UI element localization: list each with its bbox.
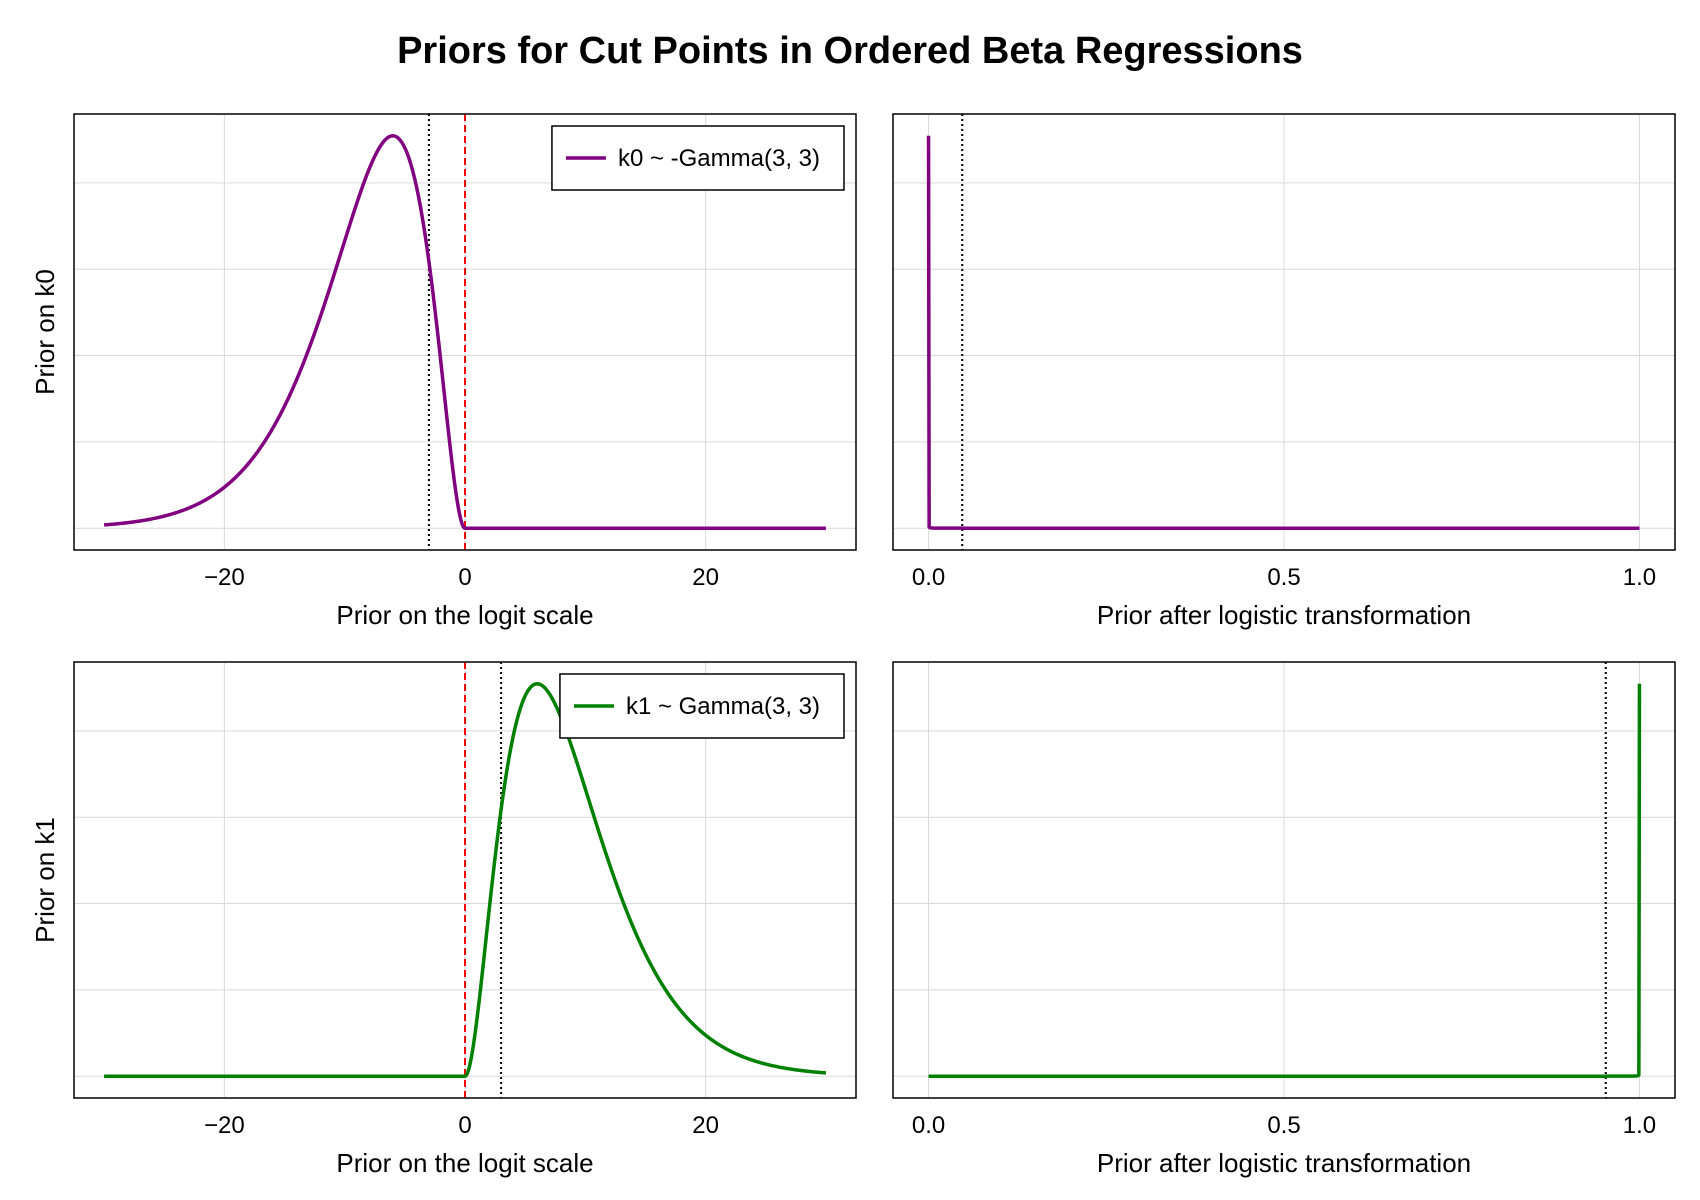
y-axis-label: Prior on k0 [30, 269, 60, 395]
series-line [927, 683, 1642, 1078]
x-tick-label: 20 [692, 1112, 719, 1139]
x-tick-label: 20 [692, 564, 719, 591]
x-tick-label: 0.0 [912, 564, 945, 591]
panel-k1-probability: 0.0 0.5 1.0 Prior after logistic transforma… [892, 661, 1676, 1178]
x-tick-label: 0.5 [1267, 564, 1300, 591]
legend-label: k1 ~ Gamma(3, 3) [626, 693, 820, 720]
series-line [102, 682, 828, 1078]
x-axis-label: Prior on the logit scale [336, 600, 593, 630]
panel-k1-logit: −20 0 20 Prior on the logit scale Prior on k… [30, 661, 857, 1178]
x-tick-label: −20 [204, 564, 245, 591]
plot-frame [892, 661, 1676, 1099]
x-tick-label: 1.0 [1623, 564, 1656, 591]
plot-frame [73, 661, 857, 1099]
plot-frame [892, 113, 1676, 551]
chart-title: Priors for Cut Points in Ordered Beta Re… [397, 30, 1303, 72]
legend-label: k0 ~ -Gamma(3, 3) [618, 145, 820, 172]
panel-k0-probability: 0.0 0.5 1.0 Prior after logistic transforma… [892, 113, 1676, 630]
x-tick-label: 0.5 [1267, 1112, 1300, 1139]
series-line [102, 134, 828, 530]
legend: k1 ~ Gamma(3, 3) [559, 673, 845, 739]
legend: k0 ~ -Gamma(3, 3) [551, 125, 845, 191]
x-tick-label: −20 [204, 1112, 245, 1139]
x-axis-label: Prior after logistic transformation [1097, 1148, 1471, 1178]
x-axis-label: Prior after logistic transformation [1097, 600, 1471, 630]
series-line [926, 135, 1641, 530]
plot-frame [73, 113, 857, 551]
x-tick-label: 1.0 [1623, 1112, 1656, 1139]
x-tick-label: 0.0 [912, 1112, 945, 1139]
x-tick-label: 0 [458, 564, 471, 591]
y-axis-label: Prior on k1 [30, 817, 60, 943]
x-axis-label: Prior on the logit scale [336, 1148, 593, 1178]
panel-k0-logit: −20 0 20 Prior on the logit scale Prior on k… [30, 113, 857, 630]
x-tick-label: 0 [458, 1112, 471, 1139]
